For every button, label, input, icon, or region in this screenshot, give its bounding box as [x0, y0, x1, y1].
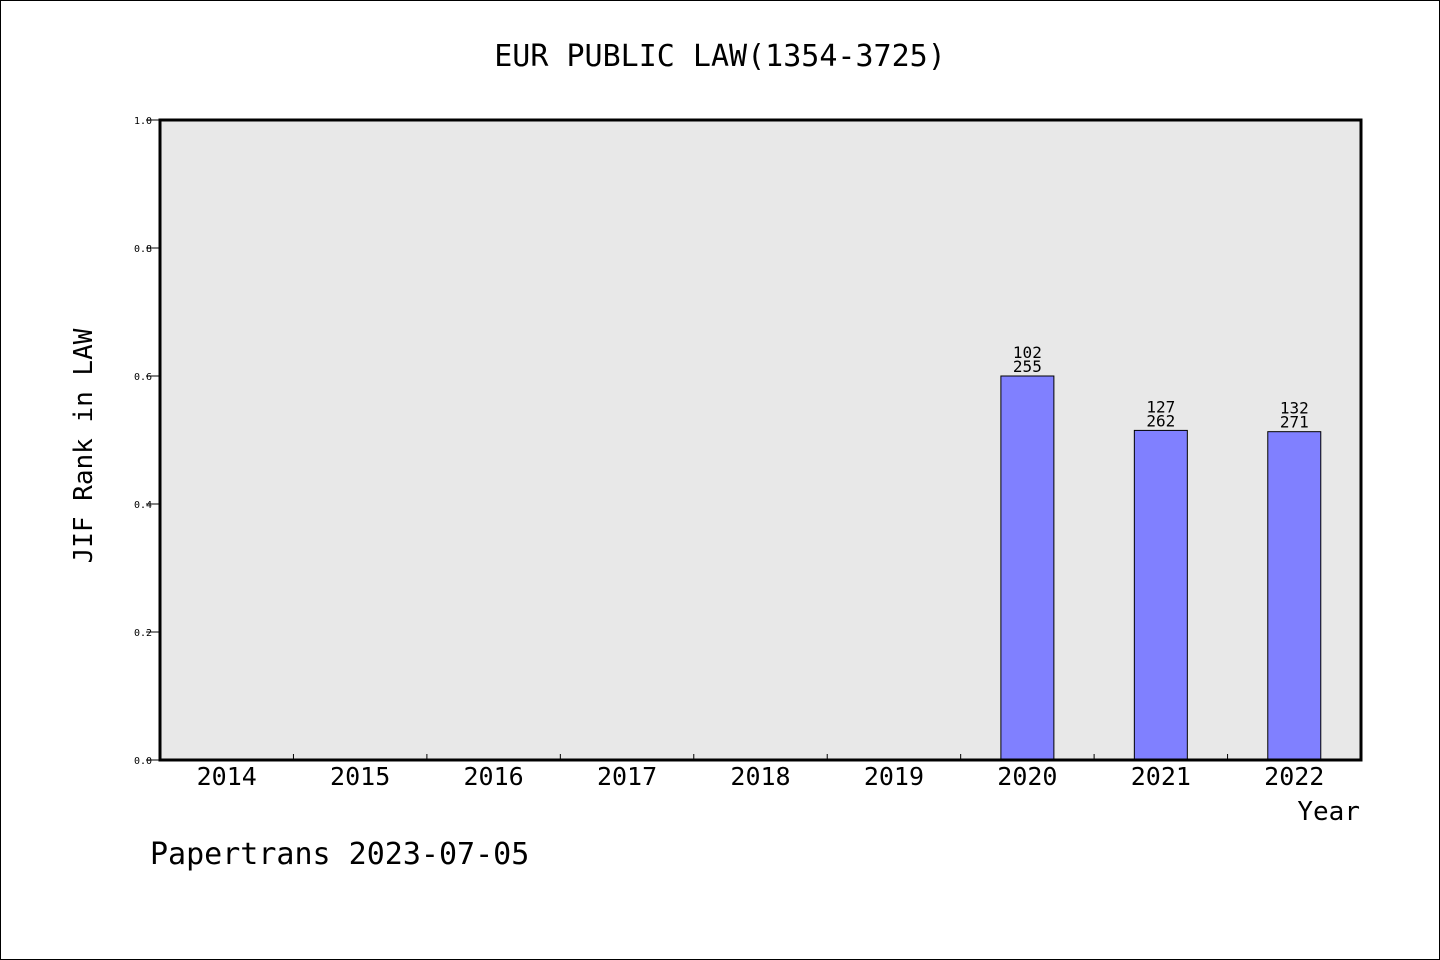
bar-total-label: 271	[1280, 413, 1309, 432]
x-tick-label: 2018	[730, 762, 790, 791]
y-tick-label: 0.8	[134, 244, 152, 255]
y-tick-label: 0.2	[134, 628, 152, 639]
y-axis-label: JIF Rank in LAW	[69, 328, 99, 563]
x-axis-label: Year	[1297, 797, 1360, 827]
x-tick-label: 2017	[597, 762, 657, 791]
bar-rank-label: 127	[1146, 397, 1175, 416]
y-tick-label: 1.0	[134, 116, 152, 127]
x-tick-label: 2020	[997, 762, 1057, 791]
bar-total-label: 255	[1013, 357, 1042, 376]
bar-rank-label: 102	[1013, 343, 1042, 362]
x-tick-label: 2014	[197, 762, 257, 791]
x-tick-label: 2019	[864, 762, 924, 791]
x-tick-label: 2015	[330, 762, 390, 791]
y-tick-label: 0.0	[134, 756, 152, 767]
plot-border	[158, 118, 1363, 762]
bar-2021	[1133, 429, 1188, 761]
x-axis: 2014 2015 2016 2017 2018 2019 2020 2021 2022	[197, 754, 1324, 791]
x-tick-label: 2022	[1264, 762, 1324, 791]
bar-2022	[1267, 431, 1322, 761]
footer-watermark: Papertrans 2023-07-05	[150, 837, 529, 872]
bar-rank-label: 132	[1280, 399, 1309, 418]
x-tick-label: 2021	[1131, 762, 1191, 791]
x-tick-label: 2016	[464, 762, 524, 791]
bar-total-label: 262	[1146, 411, 1175, 430]
y-tick-label: 0.6	[134, 372, 152, 383]
y-axis: 0.0 0.2 0.4 0.6 0.8 1.0	[134, 116, 160, 767]
y-tick-label: 0.4	[134, 500, 152, 511]
chart-title: EUR PUBLIC LAW(1354-3725)	[494, 39, 946, 74]
bar-2020	[1000, 375, 1055, 761]
